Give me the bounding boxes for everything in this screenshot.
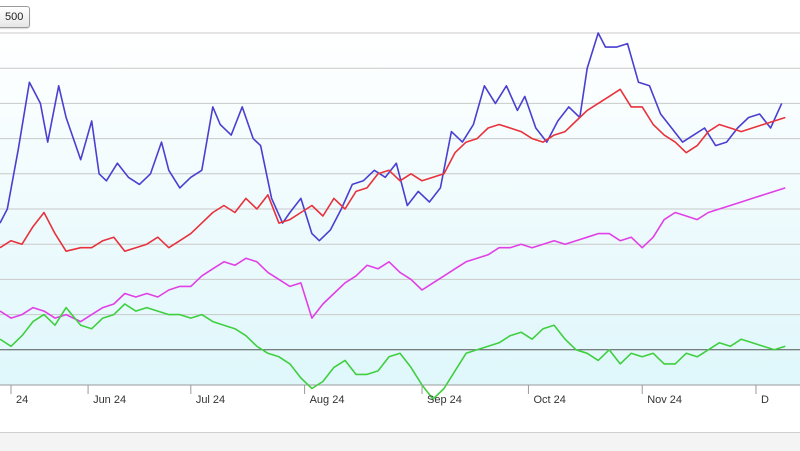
x-tick-label: D xyxy=(761,394,769,406)
x-tick-label: Oct 24 xyxy=(533,394,565,406)
x-tick-label: Jul 24 xyxy=(196,394,225,406)
line-chart: 24 Jun 24 Jul 24 Aug 24 Sep 24 Oct 24 Nov 24 D xyxy=(0,32,800,406)
x-tick-label: 24 xyxy=(16,394,28,406)
series-group xyxy=(0,32,786,400)
x-tick-label: Aug 24 xyxy=(310,394,345,406)
series-line-magenta xyxy=(0,187,786,323)
grid xyxy=(0,32,800,386)
series-line-red xyxy=(0,88,786,252)
series-line-green xyxy=(0,303,786,400)
range-selector-button[interactable]: 500 xyxy=(0,6,31,28)
x-tick-label: Sep 24 xyxy=(427,394,462,406)
x-tick-label: Jun 24 xyxy=(93,394,126,406)
x-tick-label: Nov 24 xyxy=(647,394,682,406)
x-axis: 24 Jun 24 Jul 24 Aug 24 Sep 24 Oct 24 Nov 24 D xyxy=(10,385,769,406)
navigator-strip[interactable] xyxy=(0,432,800,451)
